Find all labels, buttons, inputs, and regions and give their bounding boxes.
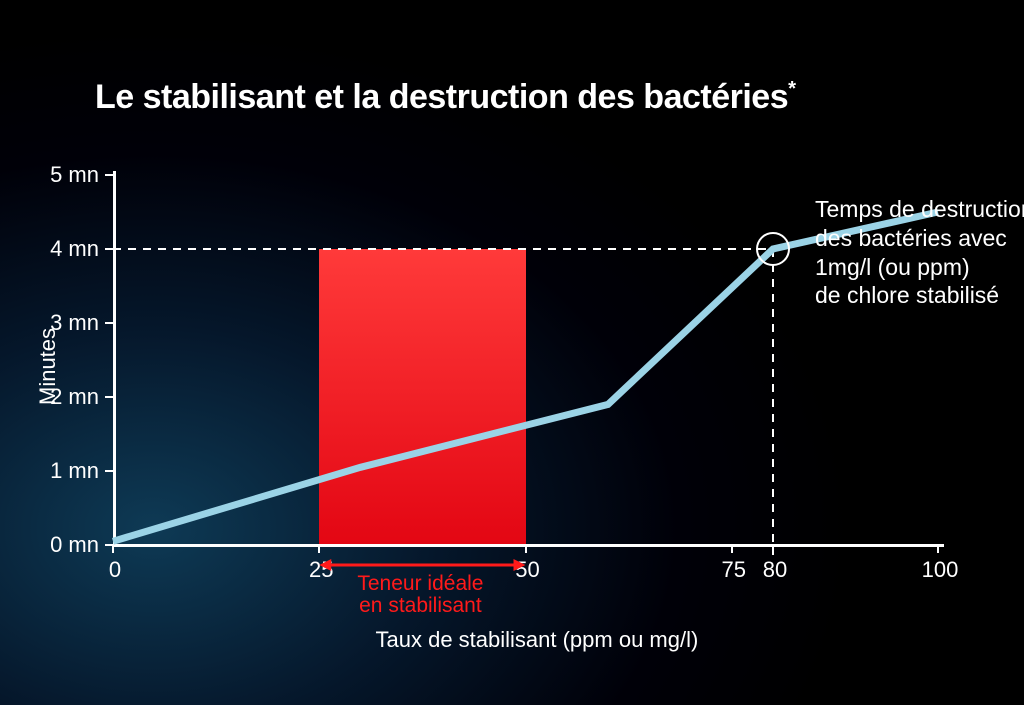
annotation-text: Temps de destructiondes bactéries avec1m… [815, 195, 1024, 310]
ideal-zone-label: Teneur idéaleen stabilisant [357, 573, 483, 617]
y-tick [105, 248, 113, 250]
y-axis-label: Minutes [35, 328, 61, 405]
chart-container: Le stabilisant et la destruction des bac… [0, 0, 1024, 705]
ideal-zone-arrow [319, 559, 525, 571]
y-tick-label: 0 mn [39, 532, 99, 558]
y-tick [105, 396, 113, 398]
page-title: Le stabilisant et la destruction des bac… [95, 78, 796, 117]
y-tick-label: 5 mn [39, 162, 99, 188]
y-tick [105, 174, 113, 176]
y-tick [105, 322, 113, 324]
y-tick-label: 4 mn [39, 236, 99, 262]
title-asterisk: * [788, 78, 795, 100]
x-axis-label: Taux de stabilisant (ppm ou mg/l) [376, 627, 699, 653]
title-text: Le stabilisant et la destruction des bac… [95, 78, 788, 116]
plot-area: 0 mn1 mn2 mn3 mn4 mn5 mn025507580100Minu… [113, 175, 938, 545]
y-tick-label: 1 mn [39, 458, 99, 484]
y-tick [105, 470, 113, 472]
